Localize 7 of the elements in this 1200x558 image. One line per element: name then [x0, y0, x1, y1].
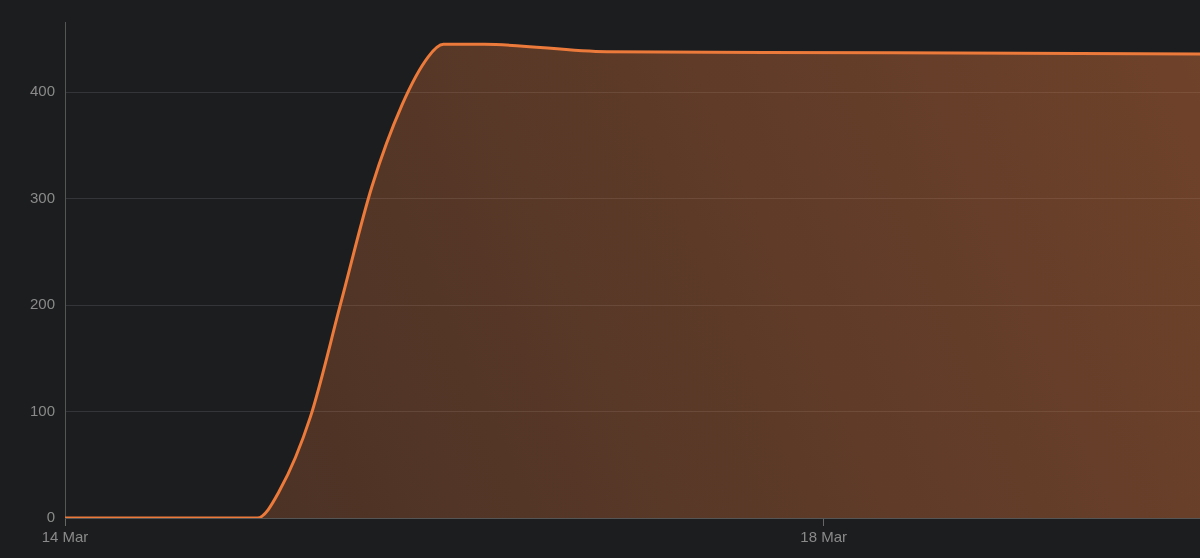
- y-tick-label: 300: [30, 188, 56, 206]
- y-tick-label: 400: [30, 82, 56, 100]
- y-tick-label: 200: [30, 295, 56, 313]
- x-tick-label: 18 Mar: [800, 528, 848, 546]
- y-tick-label: 0: [46, 508, 56, 526]
- x-tick-label: 14 Mar: [41, 528, 89, 546]
- y-tick-label: 100: [30, 401, 56, 419]
